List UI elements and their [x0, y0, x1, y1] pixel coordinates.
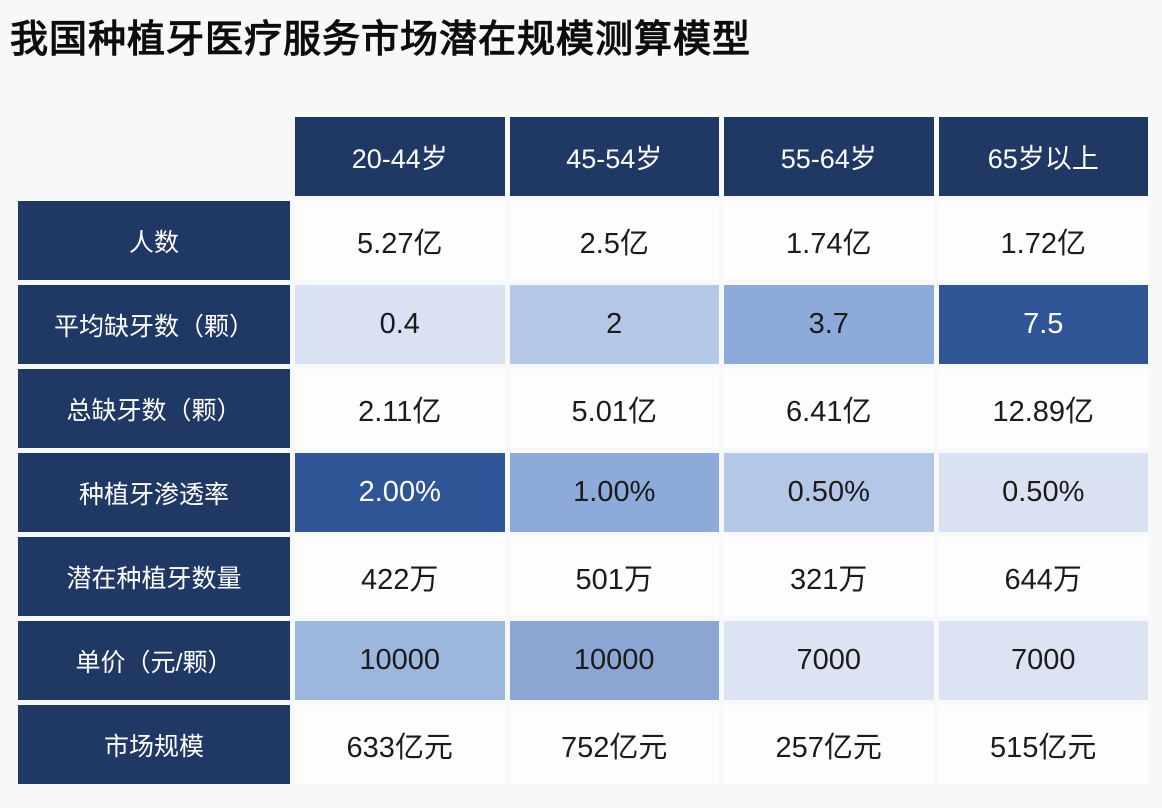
- cell-price-3: 7000: [724, 621, 934, 700]
- row-label-population: 人数: [18, 201, 290, 280]
- cell-avg-missing-1: 0.4: [295, 285, 505, 364]
- cell-total-missing-4: 12.89亿: [938, 369, 1148, 448]
- cell-potential-1: 422万: [295, 537, 505, 616]
- row-label-potential-implants: 潜在种植牙数量: [18, 537, 290, 616]
- cell-total-missing-1: 2.11亿: [295, 369, 505, 448]
- col-header-age-20-44: 20-44岁: [295, 117, 505, 196]
- cell-price-2: 10000: [509, 621, 719, 700]
- cell-potential-4: 644万: [938, 537, 1148, 616]
- cell-avg-missing-4: 7.5: [938, 285, 1148, 364]
- cell-total-missing-3: 6.41亿: [724, 369, 934, 448]
- col-header-age-65plus: 65岁以上: [938, 117, 1148, 196]
- cell-potential-2: 501万: [509, 537, 719, 616]
- cell-price-1: 10000: [295, 621, 505, 700]
- cell-potential-3: 321万: [724, 537, 934, 616]
- cell-avg-missing-2: 2: [509, 285, 719, 364]
- cell-population-1: 5.27亿: [295, 201, 505, 280]
- col-header-age-45-54: 45-54岁: [509, 117, 719, 196]
- row-label-total-missing-teeth: 总缺牙数（颗）: [18, 369, 290, 448]
- cell-population-2: 2.5亿: [509, 201, 719, 280]
- cell-market-4: 515亿元: [938, 705, 1148, 784]
- cell-market-3: 257亿元: [724, 705, 934, 784]
- cell-penetration-4: 0.50%: [938, 453, 1148, 532]
- col-header-age-55-64: 55-64岁: [724, 117, 934, 196]
- row-label-avg-missing-teeth: 平均缺牙数（颗）: [18, 285, 290, 364]
- row-label-unit-price: 单价（元/颗）: [18, 621, 290, 700]
- corner-spacer: [18, 117, 290, 196]
- cell-population-3: 1.74亿: [724, 201, 934, 280]
- cell-penetration-3: 0.50%: [724, 453, 934, 532]
- cell-penetration-2: 1.00%: [509, 453, 719, 532]
- cell-population-4: 1.72亿: [938, 201, 1148, 280]
- row-label-market-size: 市场规模: [18, 705, 290, 784]
- cell-penetration-1: 2.00%: [295, 453, 505, 532]
- row-label-implant-penetration: 种植牙渗透率: [18, 453, 290, 532]
- cell-total-missing-2: 5.01亿: [509, 369, 719, 448]
- cell-market-2: 752亿元: [509, 705, 719, 784]
- cell-market-1: 633亿元: [295, 705, 505, 784]
- cell-price-4: 7000: [938, 621, 1148, 700]
- cell-avg-missing-3: 3.7: [724, 285, 934, 364]
- page-title: 我国种植牙医疗服务市场潜在规模测算模型: [10, 19, 752, 61]
- market-model-table: 20-44岁 45-54岁 55-64岁 65岁以上 人数 5.27亿 2.5亿…: [18, 117, 1148, 784]
